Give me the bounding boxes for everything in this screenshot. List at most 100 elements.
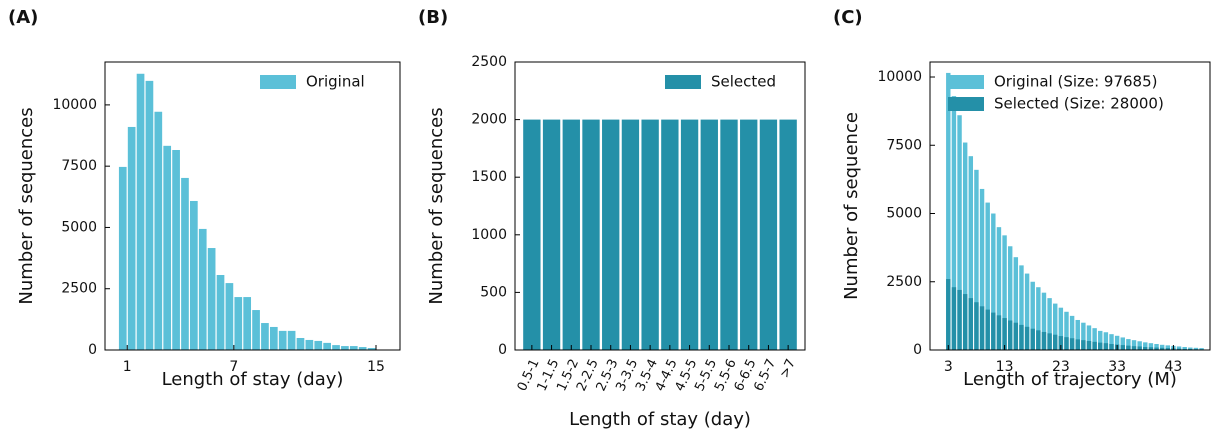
bar bbox=[1148, 343, 1154, 350]
bar bbox=[207, 248, 216, 350]
y-tick-label: 2500 bbox=[471, 54, 507, 70]
y-tick-label: 7500 bbox=[61, 158, 97, 174]
bar bbox=[1159, 344, 1165, 350]
y-tick-label: 10000 bbox=[52, 97, 97, 113]
bar bbox=[957, 289, 962, 350]
x-tick-label: 13 bbox=[996, 359, 1014, 375]
bar bbox=[1114, 335, 1120, 350]
legend-label: Original bbox=[306, 73, 365, 91]
x-tick-label: 43 bbox=[1165, 359, 1183, 375]
legend-label: Selected bbox=[711, 73, 776, 91]
bar bbox=[154, 111, 163, 351]
bar bbox=[1103, 332, 1109, 350]
y-tick-label: 1000 bbox=[471, 227, 507, 243]
legend-label: Selected (Size: 28000) bbox=[994, 95, 1164, 113]
legend-swatch bbox=[948, 75, 984, 89]
bar bbox=[243, 297, 252, 350]
bar bbox=[1143, 346, 1148, 350]
bar bbox=[1030, 281, 1035, 350]
bar bbox=[1098, 330, 1103, 350]
bar bbox=[661, 119, 679, 350]
y-tick-label: 2000 bbox=[471, 112, 507, 128]
y-axis-label: Number of sequences bbox=[16, 107, 37, 304]
bar bbox=[1019, 324, 1024, 350]
bar bbox=[1019, 265, 1024, 350]
bar bbox=[974, 169, 979, 350]
bar bbox=[1058, 336, 1064, 350]
y-axis-label: Number of sequences bbox=[426, 107, 447, 304]
bar bbox=[341, 346, 349, 350]
panel-label: (A) bbox=[8, 7, 38, 28]
bar bbox=[323, 342, 331, 350]
bar bbox=[779, 119, 797, 350]
y-tick-label: 0 bbox=[498, 342, 507, 358]
bar bbox=[145, 80, 154, 350]
bar bbox=[198, 228, 207, 350]
axes-frame bbox=[929, 61, 1211, 351]
bar bbox=[1109, 343, 1114, 350]
bar bbox=[1036, 330, 1041, 350]
bar bbox=[172, 149, 180, 350]
bar bbox=[1053, 303, 1058, 350]
bar bbox=[996, 315, 1002, 350]
bar bbox=[621, 119, 640, 350]
bar bbox=[332, 345, 340, 350]
bar bbox=[1126, 339, 1131, 350]
x-tick-label: 15 bbox=[367, 359, 385, 375]
bar bbox=[759, 119, 778, 350]
bar bbox=[1188, 347, 1193, 350]
bar bbox=[1131, 346, 1137, 350]
bar bbox=[1081, 322, 1086, 350]
bar bbox=[582, 119, 600, 350]
bar bbox=[1047, 333, 1052, 350]
x-tick-label: 1 bbox=[123, 359, 132, 375]
bar bbox=[1041, 292, 1047, 350]
bar bbox=[190, 200, 198, 350]
panel: (A) 0 2500 5000 7500 10000 1 7 15 Length of stay … bbox=[8, 7, 401, 390]
bar bbox=[1092, 341, 1097, 350]
bar bbox=[1069, 338, 1075, 350]
bar bbox=[1137, 341, 1142, 350]
bar bbox=[1064, 311, 1069, 350]
y-tick-label: 0 bbox=[88, 342, 97, 358]
axes-frame bbox=[104, 61, 401, 351]
bar bbox=[287, 330, 296, 350]
bar bbox=[985, 309, 990, 350]
bar bbox=[951, 287, 957, 350]
y-tick-label: 500 bbox=[480, 284, 507, 300]
bar bbox=[968, 156, 974, 350]
bar bbox=[225, 283, 234, 350]
bar bbox=[127, 126, 136, 351]
bar bbox=[367, 348, 376, 350]
bar bbox=[991, 213, 996, 350]
bar bbox=[951, 96, 957, 350]
bar bbox=[946, 72, 951, 350]
x-axis-label: Length of stay (day) bbox=[569, 409, 751, 430]
panel: (B)050010001500200025000.5-11-1.51.5-22-… bbox=[418, 7, 806, 430]
bar bbox=[968, 298, 974, 350]
bar bbox=[1137, 346, 1142, 350]
y-tick-label: 10000 bbox=[877, 69, 922, 85]
bar bbox=[252, 310, 260, 350]
bar bbox=[1058, 307, 1064, 350]
legend-label: Original (Size: 97685) bbox=[994, 73, 1158, 91]
bar bbox=[1041, 331, 1047, 350]
bar bbox=[1193, 347, 1199, 350]
bar bbox=[1036, 287, 1041, 350]
bar bbox=[1053, 334, 1058, 350]
bar bbox=[1176, 346, 1182, 350]
bar bbox=[358, 347, 367, 350]
bar bbox=[979, 188, 985, 350]
bar bbox=[234, 297, 243, 350]
bar bbox=[562, 119, 580, 350]
bar bbox=[1165, 345, 1171, 350]
bar bbox=[1069, 315, 1075, 350]
bar bbox=[979, 306, 985, 350]
bar bbox=[1176, 348, 1182, 350]
bar bbox=[1002, 235, 1007, 350]
bar bbox=[296, 337, 305, 350]
y-tick-label: 7500 bbox=[886, 137, 922, 153]
bar bbox=[680, 119, 699, 350]
bar bbox=[962, 142, 968, 350]
